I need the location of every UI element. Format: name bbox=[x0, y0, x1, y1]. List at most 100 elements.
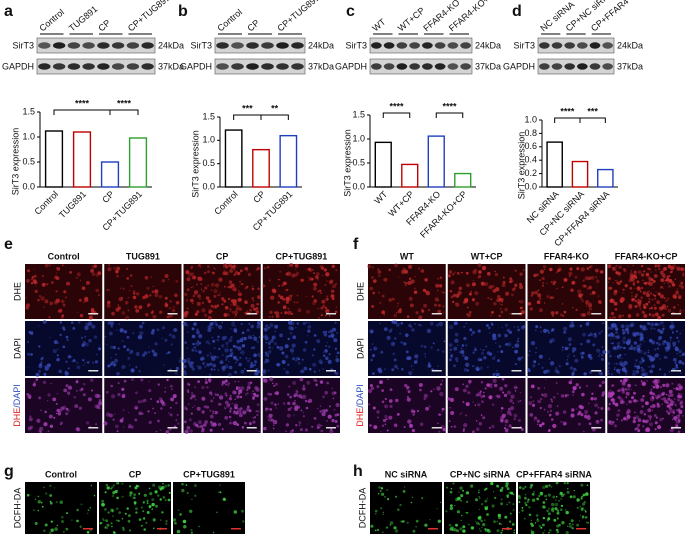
micrograph-signal bbox=[255, 269, 258, 272]
y-tick-label: 1.0 bbox=[524, 114, 537, 124]
micrograph-signal bbox=[85, 343, 89, 347]
micrograph-signal bbox=[389, 524, 392, 526]
micrograph-signal bbox=[185, 484, 188, 486]
micrograph-signal bbox=[645, 272, 650, 277]
micrograph-signal bbox=[518, 501, 521, 503]
micrograph-signal bbox=[385, 526, 389, 529]
micrograph-signal bbox=[666, 404, 670, 408]
blot-band bbox=[551, 42, 563, 49]
micrograph-signal bbox=[465, 414, 468, 417]
micrograph-signal bbox=[506, 494, 510, 498]
micrograph-signal bbox=[672, 411, 675, 414]
micrograph-signal bbox=[229, 394, 232, 397]
blot-band bbox=[539, 63, 550, 70]
micrograph-signal bbox=[166, 352, 169, 355]
micrograph-signal bbox=[418, 323, 420, 326]
micrograph-signal bbox=[253, 374, 256, 376]
micrograph-signal bbox=[128, 529, 132, 532]
micrograph-signal bbox=[476, 427, 480, 431]
micrograph-signal bbox=[513, 418, 516, 421]
micrograph-signal bbox=[589, 293, 592, 296]
micrograph-signal bbox=[39, 430, 42, 434]
micrograph-signal bbox=[386, 335, 391, 340]
micrograph-signal bbox=[157, 383, 160, 386]
micrograph-signal bbox=[635, 331, 640, 336]
micrograph-signal bbox=[491, 424, 495, 429]
micrograph-signal bbox=[79, 279, 82, 282]
micrograph-signal bbox=[373, 425, 378, 430]
micrograph-signal bbox=[334, 283, 338, 286]
micrograph-signal bbox=[319, 289, 322, 292]
micrograph-signal bbox=[465, 402, 470, 407]
micrograph-signal bbox=[221, 321, 223, 324]
micrograph-signal bbox=[188, 365, 191, 367]
micrograph-signal bbox=[55, 402, 58, 405]
micrograph-signal bbox=[122, 526, 125, 529]
micrograph-signal bbox=[561, 521, 565, 525]
micrograph-signal bbox=[60, 406, 65, 411]
micrograph-signal bbox=[495, 342, 497, 344]
blot-band bbox=[383, 63, 395, 70]
micrograph-signal bbox=[230, 303, 232, 306]
micrograph-signal bbox=[441, 291, 443, 293]
micrograph-signal bbox=[290, 326, 295, 331]
micrograph-signal bbox=[645, 419, 650, 423]
micrograph-signal bbox=[206, 354, 210, 357]
micrograph-signal bbox=[610, 373, 613, 376]
micrograph-signal bbox=[282, 282, 285, 285]
blot-band bbox=[447, 42, 459, 49]
micrograph-signal bbox=[639, 324, 643, 328]
micrograph-signal bbox=[546, 295, 550, 299]
micrograph-signal bbox=[110, 384, 113, 388]
micrograph-signal bbox=[109, 413, 113, 418]
micrograph-signal bbox=[530, 384, 535, 389]
micrograph-signal bbox=[305, 406, 309, 410]
micrograph-signal bbox=[219, 327, 222, 330]
micrograph-signal bbox=[401, 367, 404, 371]
micrograph-signal bbox=[198, 334, 203, 339]
micrograph-signal bbox=[92, 361, 94, 364]
micrograph-signal bbox=[196, 365, 199, 367]
micrograph-signal bbox=[630, 277, 635, 282]
micrograph-signal bbox=[369, 424, 372, 427]
micrograph-signal bbox=[106, 289, 109, 291]
micrograph-signal bbox=[681, 362, 685, 365]
micrograph-signal bbox=[640, 327, 644, 330]
micrograph-signal bbox=[325, 345, 328, 347]
micrograph-signal bbox=[293, 414, 295, 416]
micrograph-signal bbox=[59, 333, 62, 337]
micrograph-signal bbox=[491, 323, 494, 326]
micrograph-signal bbox=[471, 298, 475, 302]
micrograph-signal bbox=[205, 340, 210, 344]
micrograph-signal bbox=[313, 272, 316, 275]
micrograph-signal bbox=[462, 354, 465, 357]
micrograph-signal bbox=[631, 298, 635, 302]
micrograph-signal bbox=[620, 296, 625, 301]
micrograph-signal bbox=[497, 513, 501, 518]
micrograph-signal bbox=[675, 290, 679, 294]
micrograph-signal bbox=[111, 311, 115, 316]
micrograph-signal bbox=[542, 531, 545, 535]
micrograph-signal bbox=[256, 413, 259, 417]
micrograph-signal bbox=[490, 314, 492, 317]
micrograph-signal bbox=[456, 360, 459, 363]
micrograph-signal bbox=[453, 364, 457, 368]
micrograph-signal bbox=[461, 514, 463, 517]
micrograph-signal bbox=[154, 342, 158, 346]
micrograph-signal bbox=[418, 315, 423, 320]
micrograph-signal bbox=[98, 401, 103, 406]
micrograph-signal bbox=[477, 276, 480, 279]
micrograph-signal bbox=[423, 303, 428, 308]
micrograph-signal bbox=[505, 482, 509, 486]
micrograph-signal bbox=[371, 266, 374, 269]
micrograph-signal bbox=[548, 484, 551, 487]
micrograph-signal bbox=[270, 295, 275, 300]
micrograph-signal bbox=[56, 354, 59, 357]
micrograph-signal bbox=[408, 371, 413, 376]
micrograph-signal bbox=[485, 487, 488, 490]
micrograph-signal bbox=[637, 270, 642, 275]
micrograph-signal bbox=[673, 306, 676, 309]
micrograph-signal bbox=[597, 295, 600, 297]
micrograph-signal bbox=[578, 386, 582, 389]
micrograph-signal bbox=[524, 517, 526, 520]
